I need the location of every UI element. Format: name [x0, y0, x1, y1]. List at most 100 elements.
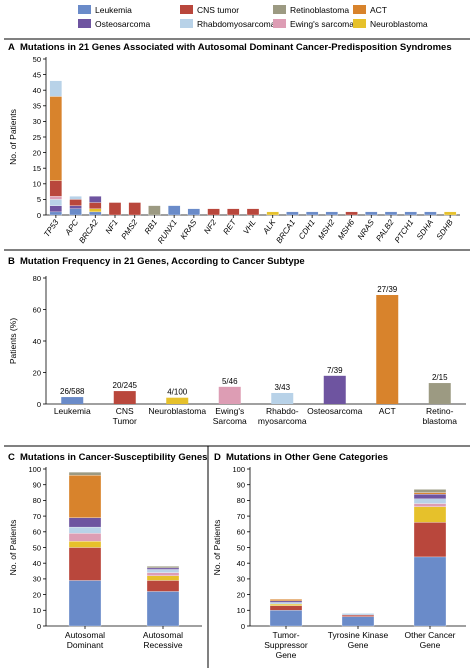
y-tick-label: 10 [33, 180, 41, 189]
x-tick-label: NF1 [104, 218, 120, 236]
bar-segment [89, 211, 102, 216]
bar-segment [325, 211, 339, 216]
legend-swatch [273, 5, 286, 14]
bar-segment [68, 580, 102, 627]
bar [166, 397, 189, 404]
bar-segment [49, 196, 63, 200]
x-tick-label: SDHB [435, 217, 456, 241]
y-tick-label: 50 [33, 55, 41, 64]
bar [376, 295, 399, 404]
x-tick-label: Autosomal Dominant [65, 630, 105, 650]
y-axis-title: Patients (%) [8, 318, 18, 364]
data-label: 2/15 [432, 373, 448, 382]
panel-d-letter: D [214, 452, 221, 463]
y-tick-label: 20 [237, 590, 245, 599]
bar-segment [49, 80, 63, 97]
x-tick-label: Rhabdo-myosarcoma [258, 406, 307, 426]
y-tick-label: 90 [33, 481, 41, 490]
legend-swatch [180, 19, 193, 28]
bar-segment [305, 211, 319, 216]
bar-segment [345, 211, 358, 216]
y-tick-label: 60 [33, 305, 41, 314]
x-tick-label: KRAS [179, 217, 199, 241]
bar-segment [286, 211, 299, 216]
bar-segment [167, 205, 181, 216]
y-tick-label: 30 [33, 117, 41, 126]
x-tick-label: Neuroblastoma [148, 406, 206, 416]
x-tick-label: Autosomal Recessive [143, 630, 183, 650]
bar [428, 383, 451, 404]
legend-label: CNS tumor [197, 5, 239, 15]
bar-segment [207, 208, 220, 216]
bar-segment [187, 208, 201, 216]
legend-swatch [353, 5, 366, 14]
legend-label: Ewing's sarcoma [290, 19, 354, 29]
y-tick-label: 40 [237, 559, 245, 568]
y-tick-label: 20 [33, 148, 41, 157]
y-tick-label: 15 [33, 164, 41, 173]
legend-label: Neuroblastoma [370, 19, 428, 29]
x-tick-label: Tyrosine Kinase Gene [328, 630, 389, 650]
y-tick-label: 40 [33, 337, 41, 346]
x-tick-label: NF2 [202, 218, 218, 236]
legend-label: Osteosarcoma [95, 19, 151, 29]
panel-c-chart: 0 10 20 30 40 50 60 70 80 90 100 No. of Patients Aut… [8, 465, 202, 650]
bar-segment [49, 96, 63, 181]
bar-segment [146, 580, 180, 592]
bar-segment [341, 613, 375, 616]
data-label: 5/46 [222, 377, 238, 386]
bar-segment [269, 605, 303, 611]
legend-swatch [353, 19, 366, 28]
x-tick-label: MSH6 [336, 218, 356, 242]
bar-segment [89, 196, 102, 203]
x-tick-label: APC [63, 218, 81, 238]
bar-segment [49, 211, 63, 216]
bar [218, 386, 241, 404]
panel-a-letter: A [8, 42, 15, 53]
data-label: 4/100 [167, 388, 188, 397]
bar-segment [89, 208, 102, 213]
bar-segment [68, 475, 102, 518]
bar-segment [384, 211, 398, 216]
bar [271, 392, 294, 404]
x-tick-label: CDH1 [297, 218, 317, 241]
y-tick-label: 5 [37, 195, 41, 204]
bar-segment [68, 533, 102, 542]
bar-segment [49, 205, 63, 213]
data-label: 26/588 [60, 387, 85, 396]
bar-segment [108, 202, 122, 216]
bar-segment [443, 211, 457, 216]
y-tick-label: 80 [33, 496, 41, 505]
bar-segment [413, 492, 447, 495]
y-tick-label: 70 [33, 512, 41, 521]
bar [113, 391, 136, 404]
bar-segment [269, 603, 303, 606]
x-tick-label: Osteosarcoma [307, 406, 363, 416]
y-tick-label: 30 [237, 575, 245, 584]
x-tick-label: RB1 [143, 218, 159, 236]
bar-segment [146, 569, 180, 573]
panel-c-letter: C [8, 452, 15, 463]
bar-segment [68, 471, 102, 476]
x-tick-label: Tumor-Suppressor Gene [264, 630, 308, 660]
x-tick-label: Retino-blastoma [423, 406, 458, 426]
data-label: 20/245 [113, 381, 138, 390]
y-axis-title: No. of Patients [8, 520, 18, 576]
bar-segment [246, 208, 260, 216]
bar-segment [128, 202, 141, 216]
bar-segment [68, 526, 102, 534]
y-tick-label: 50 [237, 543, 245, 552]
y-tick-label: 0 [37, 400, 41, 409]
x-tick-label: BRCA1 [274, 218, 297, 245]
data-label: 27/39 [377, 285, 398, 294]
bar-segment [146, 591, 180, 627]
y-tick-label: 100 [232, 465, 245, 474]
legend-swatch [273, 19, 286, 28]
bar-segment [69, 208, 82, 216]
y-tick-label: 90 [237, 481, 245, 490]
bar-segment [68, 547, 102, 581]
x-tick-label: VHL [241, 218, 257, 236]
panel-d-chart: 0 10 20 30 40 50 60 70 80 90 100 No. of Patients Tum… [212, 465, 466, 660]
bar-segment [413, 522, 447, 558]
y-tick-label: 20 [33, 590, 41, 599]
